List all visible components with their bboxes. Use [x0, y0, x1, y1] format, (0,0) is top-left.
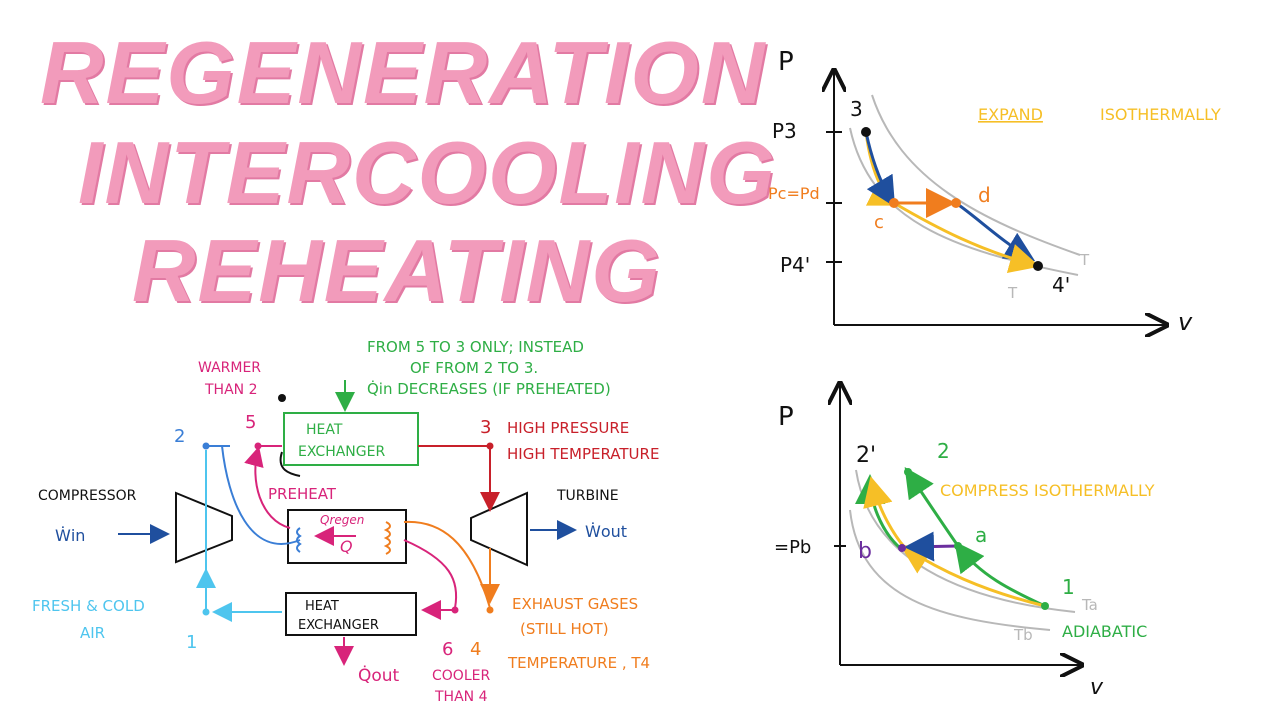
point-c-label: c [874, 212, 884, 233]
qout-label: Q̇out [358, 665, 400, 686]
expand-label: EXPAND [978, 105, 1043, 124]
q-label: Q [340, 537, 353, 556]
flow-regen-to-6 [403, 539, 458, 609]
p-axis-label: P [778, 47, 794, 77]
flow-4-to-regen [403, 520, 491, 609]
exhaust-label-1: EXHAUST GASES [512, 595, 638, 613]
preheat-label: PREHEAT [268, 485, 337, 503]
qregen-label: Qregen [320, 513, 364, 527]
isothermally-label: ISOTHERMALLY [1100, 105, 1221, 124]
high-temperature-label: HIGH TEMPERATURE [507, 445, 659, 463]
title-regeneration: REGENERATION [40, 23, 767, 122]
point-d-dot [951, 198, 961, 208]
cold-coil-icon [296, 527, 302, 553]
v-axis-label-2: v [1090, 675, 1104, 700]
state-1-dot [202, 608, 210, 616]
note-line-3: Q̇in DECREASES (IF PREHEATED) [367, 379, 611, 398]
adiabatic-a-2 [904, 467, 960, 547]
tb-label: Tb [1013, 626, 1033, 644]
fresh-air-label-2: AIR [80, 624, 105, 642]
isotherm-inner [849, 127, 1079, 276]
pc-pd-label: Pc=Pd [768, 184, 820, 203]
point-2prime-label: 2' [856, 443, 876, 468]
adiabatic-label: ADIABATIC [1062, 622, 1147, 641]
bottom-heat-exchanger [285, 592, 417, 636]
title-reheating: REHEATING [132, 221, 662, 320]
compress-isothermally-label: COMPRESS ISOTHERMALLY [940, 481, 1155, 500]
cooler-label-2: THAN 4 [434, 689, 488, 705]
win-label: Ẇin [55, 526, 85, 545]
state-4-label: 4 [470, 639, 481, 660]
fresh-air-label-1: FRESH & COLD [32, 597, 145, 615]
pv-expansion-diagram: P v T T P3 Pc=Pd P4' 3 c d 4' EXPAND ISO… [768, 47, 1221, 336]
exhaust-label-2: (STILL HOT) [520, 620, 609, 638]
top-heat-exchanger [283, 412, 419, 466]
hx-top-label-2: EXCHANGER [298, 444, 385, 460]
state-6-label: 6 [442, 639, 453, 660]
point-a-dot [954, 542, 962, 550]
point-2-dot [904, 468, 912, 476]
turbine-label: TURBINE [556, 488, 619, 504]
point-1-label: 1 [1062, 575, 1075, 599]
warmer-label-2: THAN 2 [204, 382, 258, 398]
p3-label: P3 [772, 119, 797, 143]
high-pressure-label: HIGH PRESSURE [507, 419, 629, 437]
note-line-1: FROM 5 TO 3 ONLY; INSTEAD [367, 338, 584, 356]
point-4-label: 4' [1052, 273, 1070, 297]
point-4-dot [1033, 261, 1043, 271]
v-axis-label: v [1178, 308, 1193, 336]
compressor-icon [175, 491, 233, 564]
ink-dot [278, 394, 286, 402]
point-1-dot [1041, 602, 1049, 610]
t-outer-label: T [1079, 251, 1090, 269]
hx-connector-squiggle [279, 451, 301, 477]
ta-label: Ta [1081, 596, 1098, 614]
wout-label: Ẇout [585, 522, 627, 541]
state-5-label: 5 [245, 412, 256, 433]
title-intercooling: INTERCOOLING [78, 123, 777, 222]
isothermal-c-4 [893, 201, 1040, 274]
adiabatic-1-a [954, 541, 1046, 608]
pv-compression-diagram: P v Ta Tb =Pb 2' 2 a b 1 COMPRESS ISOTHE… [774, 385, 1155, 700]
cycle-schematic: FROM 5 TO 3 ONLY; INSTEAD OF FROM 2 TO 3… [32, 338, 659, 705]
point-3-label: 3 [850, 97, 863, 121]
adiabatic-3-c [864, 131, 896, 208]
point-c-dot [889, 198, 899, 208]
flow-2-to-regen [221, 445, 301, 545]
intercool-a-b [904, 531, 959, 562]
point-2-label: 2 [937, 439, 950, 463]
warmer-label-1: WARMER [198, 360, 261, 376]
t-inner-label: T [1007, 284, 1018, 302]
temperature-t4-label: TEMPERATURE , T4 [507, 654, 650, 672]
p-axis-label-2: P [778, 402, 794, 432]
point-b-label: b [858, 539, 872, 564]
isotherm-tb [849, 509, 1051, 631]
turbine-icon [470, 491, 528, 567]
state-2-dot [202, 442, 210, 450]
state-4-dot [486, 606, 494, 614]
p4-label: P4' [780, 253, 810, 277]
cooler-label-1: COOLER [432, 668, 490, 684]
hx-bottom-label-2: EXCHANGER [298, 618, 379, 633]
point-b-dot [898, 544, 906, 552]
hx-top-label-1: HEAT [306, 422, 343, 438]
state-1-label: 1 [186, 632, 197, 653]
note-line-2: OF FROM 2 TO 3. [410, 359, 538, 377]
state-3-label: 3 [480, 417, 491, 438]
flow-regen-to-5 [244, 446, 291, 529]
hx-bottom-label-1: HEAT [305, 599, 339, 614]
point-a-label: a [975, 523, 987, 547]
point-3-dot [861, 127, 871, 137]
state-2-label: 2 [174, 426, 185, 447]
compressor-label: COMPRESSOR [38, 488, 137, 504]
isotherm-outer [871, 94, 1081, 256]
isothermal-b-2prime [863, 476, 907, 549]
hot-coil-icon [383, 521, 391, 555]
pb-label: =Pb [774, 537, 811, 558]
point-d-label: d [978, 183, 991, 207]
regenerator-box [287, 509, 407, 564]
